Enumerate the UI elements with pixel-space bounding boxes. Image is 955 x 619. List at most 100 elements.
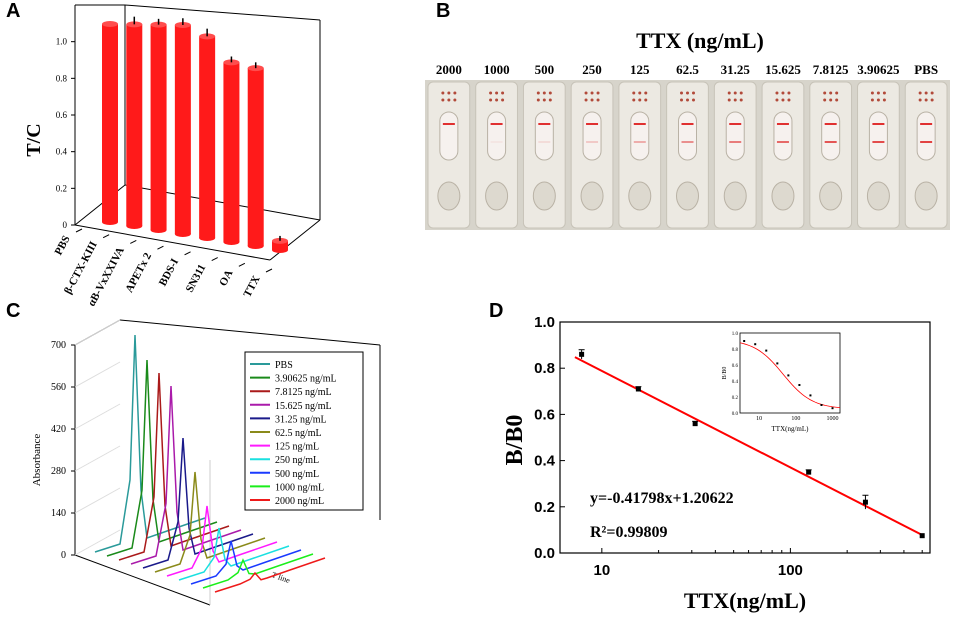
concentration-label: 500 [535,62,555,77]
inset-x-label: TTX(ng/mL) [772,425,810,433]
strip-dot [876,91,880,95]
trace-line [106,359,218,557]
strip-dot [781,91,785,95]
data-point [806,469,812,475]
strip-dot [686,98,689,102]
sample-well [723,181,747,211]
r2-label: R²=0.99809 [590,524,667,541]
strip-dot [733,98,737,102]
strip-dot [632,98,636,102]
strip-dot [453,91,457,95]
y-tick-label: 280 [51,466,66,477]
strip-dot [596,98,600,102]
grid-line [74,361,121,388]
grid-line [74,403,121,430]
strip-dot [739,98,743,102]
concentration-label: 62.5 [676,62,699,77]
inset-y-label: B/B0 [722,367,728,380]
trace-line [202,553,314,589]
y-tick-label: 420 [51,424,66,435]
trace-line [118,372,230,561]
strip-dot [775,98,779,102]
strip-dot [870,91,874,95]
x-tick-label: 10 [593,562,610,579]
inset-y-tick-label: 0.8 [732,348,739,353]
x-tick [265,268,273,273]
concentration-label: 125 [630,62,650,77]
strip-dot [930,91,934,95]
data-point [862,499,868,505]
strip-dot [918,98,922,102]
trace-line [154,471,266,573]
inset-fit-curve [739,342,841,409]
data-point [692,421,698,427]
sample-well [771,181,795,211]
trace-line [190,540,302,585]
x-axis-label: TTX(ng/mL) [684,588,806,613]
data-point [579,351,585,357]
strip-dot [584,98,588,102]
trace-line [166,505,278,577]
strip-dot [638,98,642,102]
inset-data-point [798,384,801,386]
legend-label: PBS [275,360,293,371]
strip-dot [441,98,445,102]
y-axis-label: T/C [23,123,45,156]
strip-dot [495,98,499,102]
concentration-label: PBS [914,62,938,77]
strip-dot [727,91,731,95]
inset-data-point [776,362,779,365]
strip-dot [727,98,731,102]
y-tick-label: 0.4 [56,147,68,157]
strip-dot [542,91,546,95]
sample-well [580,181,604,211]
equation-label: y=-0.41798x+1.20622 [590,490,734,507]
strip-dot [644,98,648,102]
sample-well [914,181,938,211]
panel-label-a: A [6,0,21,22]
strip-dot [590,91,594,95]
bar-bottom [199,235,216,241]
strip-dot [680,91,683,95]
bar-bottom [247,243,264,249]
frame-line [74,224,271,261]
strip-dot [548,98,552,102]
sample-well [676,181,699,211]
frame-line [119,319,381,346]
strip-dot [924,98,928,102]
inset-y-tick-label: 1.0 [732,332,739,337]
bar [247,68,264,247]
y-axis-label: Absorbance [31,434,43,487]
y-tick-label: 0 [63,220,68,230]
strip-dot [447,91,451,95]
strip-dot [733,91,737,95]
strip-dot [787,98,791,102]
plot-frame [559,321,931,554]
strip-dot [882,98,886,102]
bar [272,240,288,250]
grid-line [74,445,121,472]
strip-dot [930,98,934,102]
sample-well [628,181,652,211]
y-tick-label: 1.0 [56,37,68,47]
strip-dot [924,91,928,95]
legend-label: 15.625 ng/mL [275,401,332,412]
bar-bottom [126,223,143,229]
bar [150,24,167,230]
inset-data-point [787,374,790,377]
panel-label-b: B [436,0,451,22]
strip-dot [692,98,695,102]
inset-x-tick-label: 1000 [827,416,839,422]
bar-top [102,21,118,27]
trace-line [94,334,206,553]
concentration-label: 3.90625 [857,62,900,77]
strip-dot [489,91,493,95]
strip-dot [542,98,546,102]
bar [199,36,216,239]
inset-y-tick-label: 0.4 [732,380,739,385]
bar-bottom [174,231,191,237]
legend-label: 7.8125 ng/mL [275,387,332,398]
